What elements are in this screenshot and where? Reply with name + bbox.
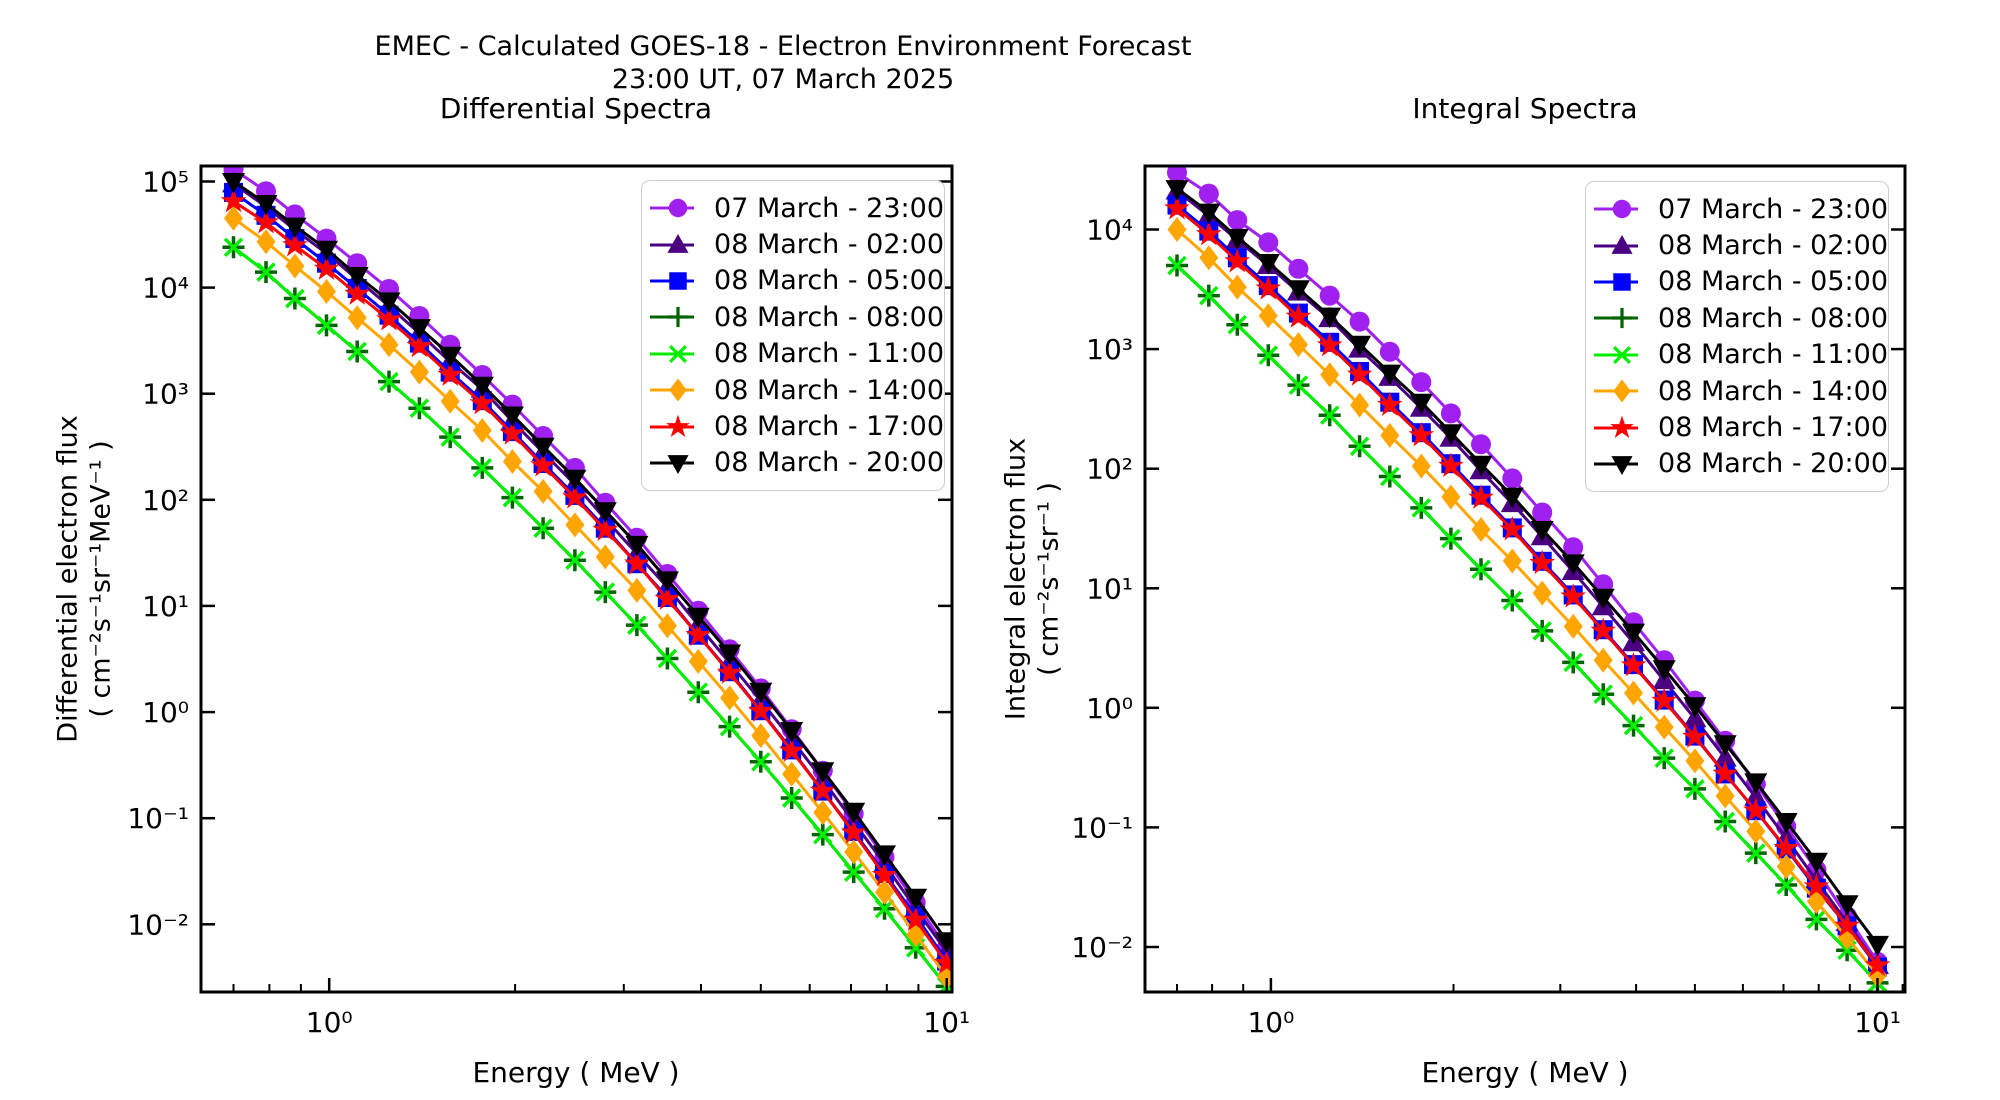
legend-square-icon bbox=[1594, 273, 1639, 291]
legend-label: 08 March - 11:00 bbox=[714, 338, 944, 370]
series-08-march---14-00 bbox=[1167, 217, 1887, 988]
legend-label: 07 March - 23:00 bbox=[1658, 193, 1888, 225]
x-tick-label: 10⁰ bbox=[1247, 1006, 1294, 1039]
integral-chart: 10⁴ 10³ 10² 10¹ 10⁰ 10⁻¹ 10⁻² 10⁰ 10¹ bbox=[1071, 164, 1907, 1040]
legend-item: 07 March - 23:00 bbox=[649, 190, 944, 226]
differential-legend: 07 March - 23:00 08 March - 02:00 08 March… bbox=[641, 180, 945, 492]
integral-x-axis-label: Energy ( MeV ) bbox=[1421, 1056, 1629, 1089]
y-tick-label: 10⁻² bbox=[1071, 931, 1133, 964]
differential-x-axis-label: Energy ( MeV ) bbox=[472, 1056, 680, 1089]
legend-label: 08 March - 17:00 bbox=[1658, 412, 1888, 444]
integral-y-axis-units: ( cm⁻²s⁻¹sr⁻¹ ) bbox=[1033, 482, 1065, 676]
legend-item: 08 March - 11:00 bbox=[649, 336, 944, 372]
legend-item: 08 March - 02:00 bbox=[649, 226, 944, 262]
differential-tick-labels: 10⁵ 10⁴ 10³ 10² 10¹ 10⁰ 10⁻¹ 10⁻² 10⁰ 10¹ bbox=[127, 166, 970, 1040]
legend-plus-icon bbox=[650, 307, 695, 328]
y-tick-label: 10³ bbox=[1086, 333, 1133, 366]
legend-item: 08 March - 17:00 bbox=[649, 408, 944, 444]
legend-label: 08 March - 05:00 bbox=[714, 265, 944, 297]
legend-label: 08 March - 02:00 bbox=[1658, 230, 1888, 262]
legend-star-icon bbox=[650, 414, 695, 437]
y-tick-label: 10² bbox=[142, 484, 189, 517]
legend-item: 08 March - 08:00 bbox=[649, 299, 944, 335]
legend-square-icon bbox=[650, 272, 695, 290]
legend-circle-icon bbox=[1594, 199, 1639, 219]
series-08-march---20-00 bbox=[222, 173, 952, 953]
differential-y-axis-label: Differential electron flux bbox=[52, 415, 84, 743]
y-tick-label: 10⁻² bbox=[127, 908, 189, 941]
y-tick-label: 10⁰ bbox=[142, 696, 189, 729]
differential-chart-title: Differential Spectra bbox=[439, 92, 713, 125]
differential-ticks bbox=[201, 180, 952, 992]
y-tick-label: 10¹ bbox=[142, 590, 189, 623]
legend-item: 08 March - 05:00 bbox=[1593, 264, 1888, 300]
legend-label: 08 March - 20:00 bbox=[1658, 448, 1888, 480]
series-08-march---11-00 bbox=[223, 237, 952, 992]
figure-title-line1: EMEC - Calculated GOES-18 - Electron Env… bbox=[374, 31, 1192, 62]
legend-triangle-up-icon bbox=[1594, 234, 1639, 254]
y-tick-label: 10² bbox=[1086, 453, 1133, 486]
integral-legend: 07 March - 23:00 08 March - 02:00 08 March… bbox=[1585, 181, 1889, 493]
legend-triangle-up-icon bbox=[650, 233, 695, 253]
legend-x-icon bbox=[650, 344, 695, 363]
legend-item: 08 March - 02:00 bbox=[1593, 227, 1888, 263]
y-tick-label: 10⁴ bbox=[1086, 214, 1133, 247]
series-08-march---14-00 bbox=[224, 205, 952, 990]
legend-triangle-down-icon bbox=[650, 455, 695, 474]
integral-chart-title: Integral Spectra bbox=[1412, 92, 1638, 125]
legend-label: 08 March - 17:00 bbox=[714, 411, 944, 443]
legend-item: 08 March - 20:00 bbox=[649, 445, 944, 481]
legend-plus-icon bbox=[1594, 308, 1639, 329]
y-tick-label: 10⁵ bbox=[142, 166, 189, 199]
series-08-march---17-00 bbox=[220, 187, 952, 975]
figure-title-line2: 23:00 UT, 07 March 2025 bbox=[611, 64, 955, 95]
series-08-march---11-00 bbox=[1167, 255, 1888, 992]
differential-axes-frame bbox=[199, 164, 954, 994]
legend-item: 08 March - 14:00 bbox=[649, 372, 944, 408]
integral-axes-frame bbox=[1143, 164, 1907, 994]
legend-item: 08 March - 17:00 bbox=[1593, 409, 1888, 445]
x-tick-label: 10¹ bbox=[1854, 1006, 1901, 1039]
y-tick-label: 10⁰ bbox=[1086, 692, 1133, 725]
legend-star-icon bbox=[1594, 415, 1639, 438]
integral-ticks bbox=[1145, 228, 1905, 992]
legend-label: 08 March - 08:00 bbox=[714, 301, 944, 333]
legend-item: 07 March - 23:00 bbox=[1593, 191, 1888, 227]
legend-label: 08 March - 05:00 bbox=[1658, 266, 1888, 298]
y-tick-label: 10⁴ bbox=[142, 272, 189, 305]
legend-triangle-down-icon bbox=[1594, 456, 1639, 475]
legend-label: 07 March - 23:00 bbox=[714, 192, 944, 224]
legend-item: 08 March - 20:00 bbox=[1593, 446, 1888, 482]
legend-label: 08 March - 11:00 bbox=[1658, 339, 1888, 371]
legend-label: 08 March - 14:00 bbox=[1658, 375, 1888, 407]
legend-item: 08 March - 14:00 bbox=[1593, 373, 1888, 409]
y-tick-label: 10⁻¹ bbox=[127, 802, 189, 835]
legend-diamond-icon bbox=[1594, 379, 1639, 403]
legend-label: 08 March - 20:00 bbox=[714, 447, 944, 479]
series-08-march---20-00 bbox=[1165, 180, 1889, 957]
legend-x-icon bbox=[1594, 345, 1639, 364]
y-tick-label: 10³ bbox=[142, 378, 189, 411]
differential-series-group bbox=[220, 166, 952, 992]
legend-label: 08 March - 14:00 bbox=[714, 374, 944, 406]
legend-circle-icon bbox=[650, 198, 695, 218]
x-tick-label: 10¹ bbox=[923, 1006, 970, 1039]
legend-item: 08 March - 11:00 bbox=[1593, 337, 1888, 373]
legend-label: 08 March - 08:00 bbox=[1658, 302, 1888, 334]
differential-chart: 10⁵ 10⁴ 10³ 10² 10¹ 10⁰ 10⁻¹ 10⁻² 10⁰ 10¹ bbox=[127, 164, 970, 1040]
legend-item: 08 March - 05:00 bbox=[649, 263, 944, 299]
legend-item: 08 March - 08:00 bbox=[1593, 300, 1888, 336]
integral-tick-labels: 10⁴ 10³ 10² 10¹ 10⁰ 10⁻¹ 10⁻² 10⁰ 10¹ bbox=[1071, 214, 1901, 1040]
integral-y-axis-label: Integral electron flux bbox=[1000, 437, 1032, 721]
series-08-march---17-00 bbox=[1164, 195, 1891, 977]
differential-y-axis-units: ( cm⁻²s⁻¹sr⁻¹MeV⁻¹ ) bbox=[85, 440, 117, 718]
y-tick-label: 10⁻¹ bbox=[1071, 811, 1133, 844]
legend-label: 08 March - 02:00 bbox=[714, 229, 944, 261]
integral-series-group bbox=[1164, 166, 1891, 992]
x-tick-label: 10⁰ bbox=[306, 1006, 353, 1039]
legend-diamond-icon bbox=[650, 378, 695, 402]
y-tick-label: 10¹ bbox=[1086, 572, 1133, 605]
